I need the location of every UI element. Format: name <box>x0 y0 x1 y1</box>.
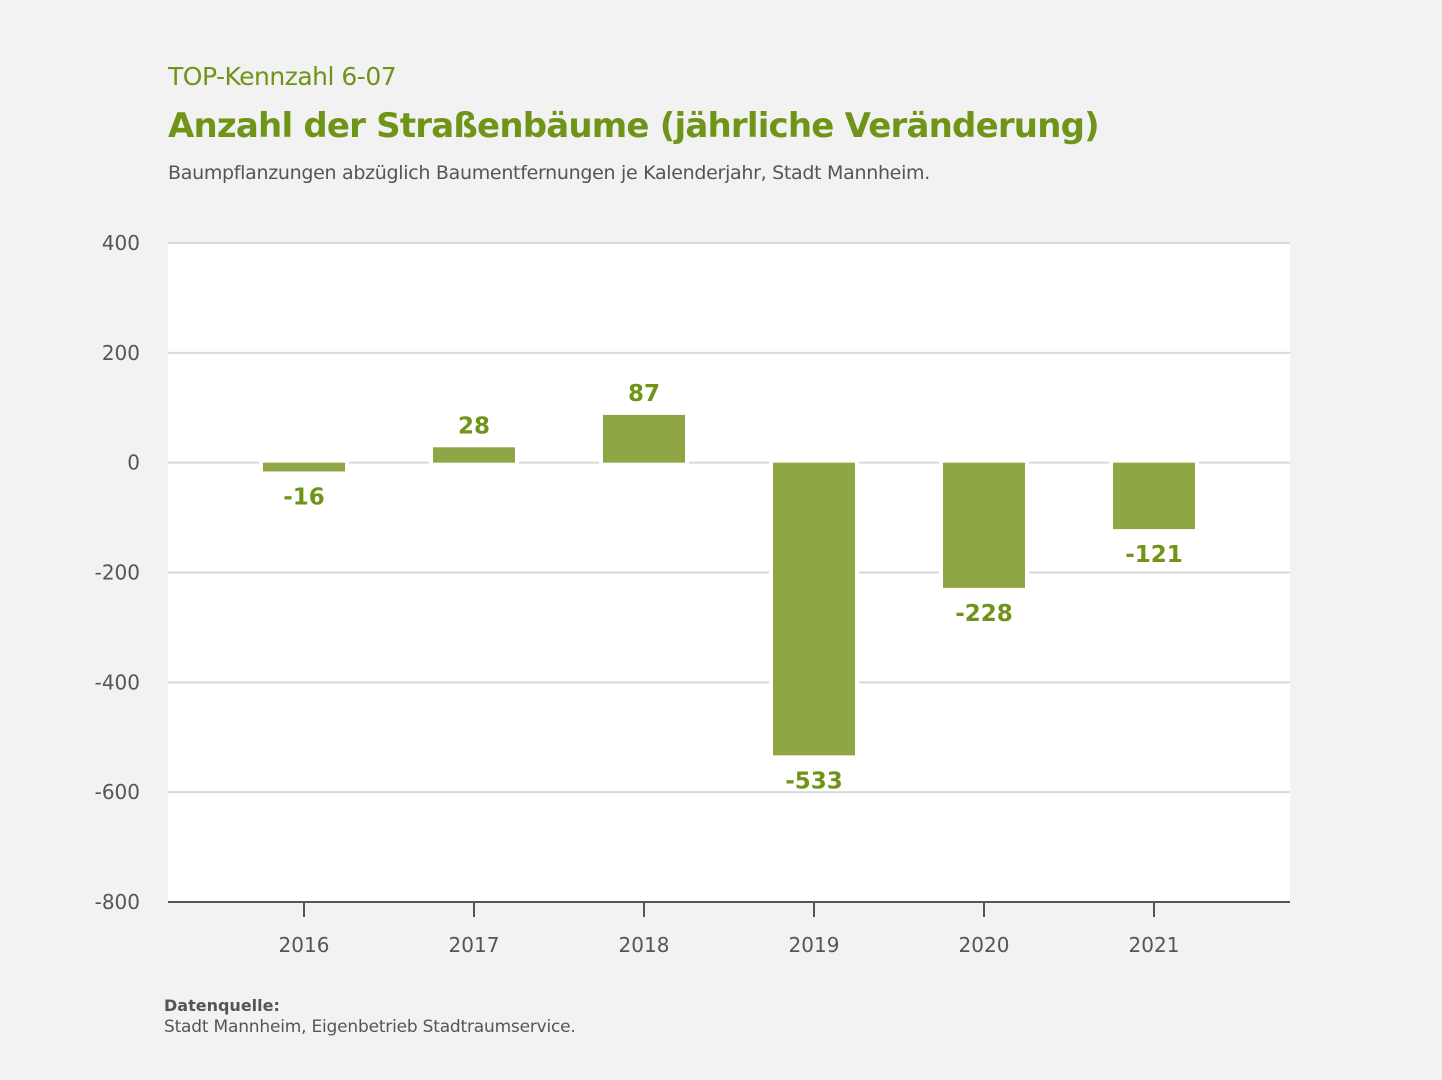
bar-2021 <box>1113 462 1195 530</box>
y-tick-label: -400 <box>95 670 140 694</box>
bar-2018 <box>603 414 685 463</box>
data-label-2021: -121 <box>1125 542 1183 568</box>
data-label-2016: -16 <box>283 484 325 510</box>
x-tick-label: 2016 <box>279 933 330 957</box>
source-text: Stadt Mannheim, Eigenbetrieb Stadtraumse… <box>164 1017 576 1037</box>
x-axis-ticks <box>303 902 1155 917</box>
bar-2020 <box>943 462 1025 588</box>
x-axis-labels: 2016 2017 2018 2019 2020 2021 <box>279 933 1180 957</box>
x-tick-label: 2018 <box>619 933 670 957</box>
gridlines <box>168 242 1290 794</box>
y-tick-label: -800 <box>95 890 140 914</box>
y-tick-label: -200 <box>95 561 140 585</box>
chart-kicker: TOP-Kennzahl 6-07 <box>168 62 397 91</box>
y-tick-label: 400 <box>102 231 140 255</box>
data-label-2020: -228 <box>955 601 1013 627</box>
data-labels: -16 28 87 -533 -228 -121 <box>283 381 1183 794</box>
data-label-2017: 28 <box>458 413 490 439</box>
data-label-2018: 87 <box>628 381 660 407</box>
chart-subtitle: Baumpflanzungen abzüglich Baumentfernung… <box>168 162 931 184</box>
bar-2017 <box>433 447 515 463</box>
x-tick-label: 2021 <box>1129 933 1180 957</box>
source-label: Datenquelle: <box>164 996 280 1015</box>
x-tick-label: 2017 <box>449 933 500 957</box>
bars <box>259 413 1199 757</box>
data-label-2019: -533 <box>785 768 843 794</box>
bar-2019 <box>773 462 855 756</box>
x-tick-label: 2020 <box>959 933 1010 957</box>
y-tick-label: 200 <box>102 341 140 365</box>
chart-title: Anzahl der Straßenbäume (jährliche Verän… <box>168 106 1100 146</box>
bar-2016 <box>263 462 345 472</box>
x-tick-label: 2019 <box>789 933 840 957</box>
y-tick-label: -600 <box>95 780 140 804</box>
y-axis-labels: 400 200 0 -200 -400 -600 -800 <box>95 231 140 914</box>
y-tick-label: 0 <box>127 451 140 475</box>
